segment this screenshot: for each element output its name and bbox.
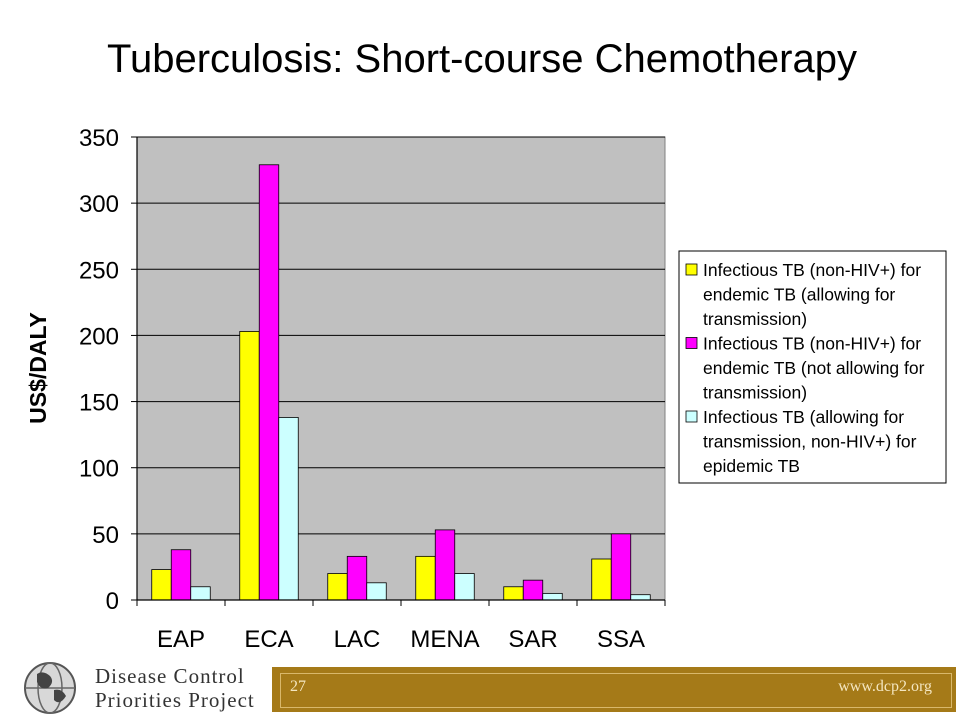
legend-label: transmission, non-HIV+) for <box>703 432 917 452</box>
x-tick-label: LAC <box>334 626 381 653</box>
legend-label: endemic TB (not allowing for <box>703 358 925 378</box>
legend-box <box>678 250 947 484</box>
legend-label: epidemic TB <box>703 456 800 476</box>
bar-eca-s2 <box>258 164 280 601</box>
chart-title: Tuberculosis: Short-course Chemotherapy <box>107 37 857 81</box>
bars <box>151 164 651 601</box>
bar-sar-s3 <box>542 592 563 601</box>
bar-eap-s3 <box>190 586 211 601</box>
bar-lac-s2 <box>346 555 368 601</box>
bar-ssa-s1 <box>591 558 612 601</box>
bar-lac-s1 <box>327 573 348 601</box>
bar-eap-s2 <box>170 549 192 601</box>
legend-item: Infectious TB (non-HIV+) for endemic TB (… <box>685 260 921 329</box>
legend-item: Infectious TB (non-HIV+) for endemic TB (… <box>685 334 925 403</box>
logo-text-line2: Priorities Project <box>95 688 255 712</box>
bar-mena-s3 <box>454 573 475 601</box>
y-axis-label: US$/DALY <box>25 312 51 424</box>
legend-label: Infectious TB (non-HIV+) for <box>703 260 921 280</box>
legend: Infectious TB (non-HIV+) for endemic TB (… <box>678 250 947 484</box>
bar-sar-s2 <box>522 579 544 601</box>
x-tick-label: ECA <box>244 626 293 653</box>
bar-eap-s1 <box>151 569 172 601</box>
legend-label: Infectious TB (allowing for <box>703 407 904 427</box>
dcpp-logo <box>10 660 270 716</box>
x-tick-label: EAP <box>157 626 205 653</box>
legend-label: transmission) <box>703 309 807 329</box>
x-tick-label: SAR <box>508 626 557 653</box>
y-tick-labels: 0 50 100 150 200 250 300 350 <box>79 125 119 615</box>
plot-area <box>136 136 666 601</box>
y-tick-label: 100 <box>79 456 119 483</box>
legend-label: endemic TB (allowing for <box>703 285 895 305</box>
bar-ssa-s2 <box>610 533 632 601</box>
y-tick-label: 250 <box>79 257 119 284</box>
y-tick-label: 300 <box>79 191 119 218</box>
footer-bar <box>272 667 956 712</box>
site-url[interactable]: www.dcp2.org <box>838 678 932 695</box>
logo-text-line1: Disease Control <box>95 664 245 688</box>
page-number: 27 <box>290 678 306 695</box>
legend-swatch <box>685 410 698 423</box>
x-tick-labels: EAP ECA LAC MENA SAR SSA <box>157 626 645 653</box>
legend-item: Infectious TB (allowing for transmission,… <box>685 407 917 476</box>
y-tick-label: 200 <box>79 323 119 350</box>
legend-label: Infectious TB (non-HIV+) for <box>703 334 921 354</box>
bar-ssa-s3 <box>630 594 651 601</box>
bar-lac-s3 <box>366 582 387 601</box>
legend-label: transmission) <box>703 383 807 403</box>
bar-mena-s1 <box>415 555 436 601</box>
globe-icon <box>24 662 76 714</box>
bar-mena-s2 <box>434 529 456 601</box>
chart: Tuberculosis: Short-course Chemotherapy … <box>25 37 947 653</box>
axes <box>131 136 666 606</box>
y-tick-label: 50 <box>92 522 119 549</box>
y-tick-label: 350 <box>79 125 119 152</box>
footer-frame <box>280 673 952 708</box>
bar-eca-s1 <box>239 331 260 601</box>
legend-swatch <box>685 263 698 276</box>
y-tick-label: 150 <box>79 390 119 417</box>
x-tick-label: SSA <box>597 626 645 653</box>
grid-lines <box>137 136 665 535</box>
legend-swatch <box>685 337 698 349</box>
y-tick-label: 0 <box>106 588 119 615</box>
bar-sar-s1 <box>503 586 524 601</box>
bar-eca-s3 <box>278 417 299 601</box>
x-tick-label: MENA <box>410 626 479 653</box>
